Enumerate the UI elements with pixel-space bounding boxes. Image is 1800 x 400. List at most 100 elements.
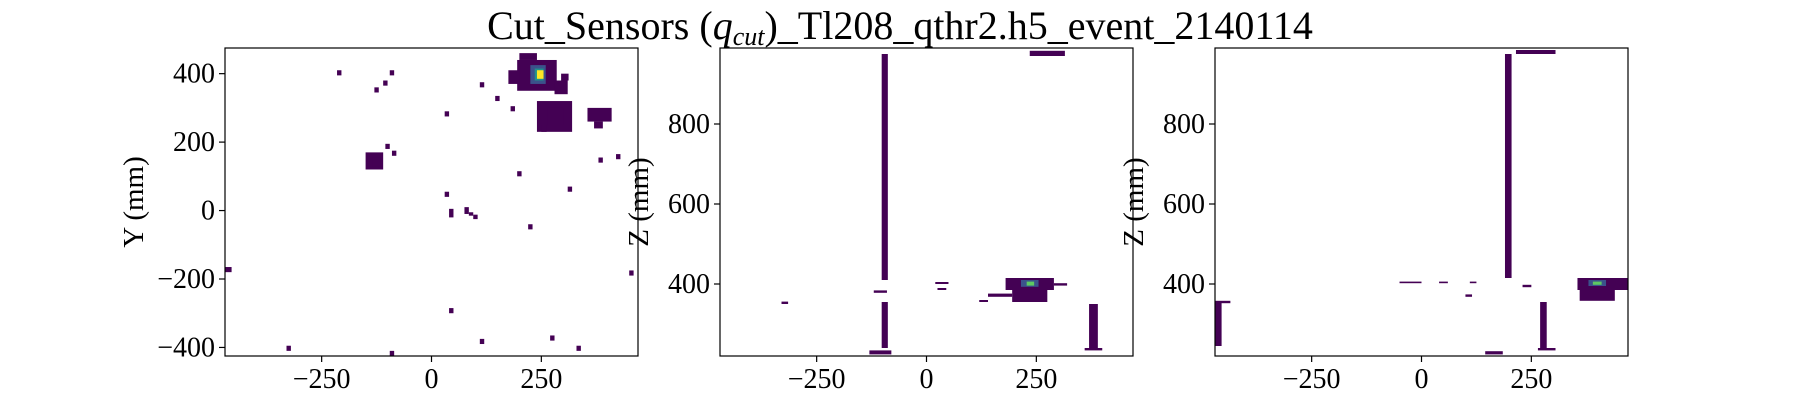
heatmap-cell — [449, 208, 454, 218]
heatmap-cell — [594, 121, 603, 129]
heatmap-cell — [1439, 281, 1448, 284]
heatmap-cell — [587, 107, 612, 122]
heatmap-cell — [881, 54, 888, 280]
heatmap-cell — [383, 80, 388, 86]
x-tick-label: 250 — [1510, 364, 1552, 395]
heatmap-cell — [1465, 294, 1473, 297]
title-suffix: )_Tl208_qthr2.h5_event_2140114 — [764, 3, 1313, 48]
heatmap-cell — [225, 267, 232, 273]
heatmap-cell — [444, 111, 450, 117]
y-tick-label: 400 — [173, 59, 215, 90]
heatmap-cell — [1504, 54, 1512, 278]
heatmap-cell — [1026, 281, 1035, 286]
heatmap-cell — [337, 70, 342, 76]
heatmap-cell — [468, 212, 474, 216]
x-tick-label: 0 — [425, 364, 439, 395]
heatmap-cell — [781, 301, 789, 304]
y-axis-label: Y (mm) — [118, 156, 150, 248]
heatmap-cell — [1215, 302, 1222, 346]
heatmap-cell — [598, 157, 603, 163]
y-tick-label: 800 — [1163, 109, 1205, 140]
x-tick-label: 250 — [520, 364, 562, 395]
x-tick-label: 250 — [1015, 364, 1057, 395]
heatmap-cell — [464, 207, 469, 214]
heatmap-cell — [1053, 283, 1068, 286]
heatmap-cell — [495, 95, 500, 102]
heatmap-cell — [554, 80, 568, 95]
panel-2: −250 0 250 400 600 800 Z (mm) — [623, 47, 1134, 395]
heatmap-cell — [286, 345, 291, 351]
heatmap-cell — [1215, 300, 1231, 304]
y-tick-label: 0 — [201, 196, 215, 227]
heatmap-cell — [372, 157, 381, 167]
heatmap-cells — [1215, 50, 1628, 355]
heatmap-cell — [449, 308, 454, 314]
heatmap-cell — [528, 224, 533, 230]
y-tick-label: 400 — [1163, 269, 1205, 300]
heatmap-cell — [536, 70, 544, 79]
x-tick-label: −250 — [788, 364, 846, 395]
y-tick-label: 200 — [173, 127, 215, 158]
heatmap-cell — [389, 350, 395, 356]
heatmap-cell — [1537, 348, 1556, 351]
heatmap-cell — [1592, 281, 1602, 285]
y-tick-label: 600 — [1163, 189, 1205, 220]
heatmap-cell — [567, 186, 573, 192]
heatmap-cell — [1540, 302, 1547, 348]
heatmap-cell — [550, 335, 555, 341]
heatmap-cell — [541, 125, 547, 132]
plot-frame — [1214, 47, 1629, 357]
heatmap-cell — [979, 300, 989, 302]
y-axis-label: Z (mm) — [1118, 157, 1150, 246]
heatmap-cell — [873, 290, 887, 293]
panel-3: −250 0 250 400 600 800 Z (mm) — [1118, 47, 1629, 395]
heatmap-cell — [519, 53, 537, 60]
heatmap-cell — [1485, 351, 1503, 355]
heatmap-cell — [444, 191, 450, 197]
heatmap-cell — [1089, 304, 1098, 348]
y-tick-label: 600 — [668, 189, 710, 220]
heatmap-cell — [881, 302, 888, 348]
heatmap-cell — [473, 214, 478, 220]
title-var: q — [712, 3, 733, 48]
heatmap-cell — [374, 87, 379, 93]
heatmap-cell — [616, 154, 621, 160]
heatmap-cell — [385, 143, 390, 149]
heatmap-cell — [547, 107, 564, 125]
heatmap-cell — [510, 106, 515, 112]
heatmap-cell — [389, 70, 395, 76]
heatmap-cell — [1579, 290, 1615, 301]
heatmap-cell — [508, 70, 520, 84]
heatmap-cell — [1084, 348, 1103, 351]
x-tick-label: 0 — [1415, 364, 1429, 395]
heatmap-cell — [479, 82, 485, 88]
y-tick-label: −200 — [157, 264, 215, 295]
figure-title: Cut_Sensors (qcut)_Tl208_qthr2.h5_event_… — [0, 4, 1800, 59]
plot-frame — [224, 47, 639, 357]
heatmap-cell — [1012, 290, 1048, 302]
heatmap-cell — [629, 270, 634, 276]
heatmap-cell — [561, 73, 569, 81]
y-tick-label: 800 — [668, 109, 710, 140]
title-sub: cut — [732, 22, 765, 51]
heatmap-cells — [225, 53, 634, 356]
y-tick-label: 400 — [668, 269, 710, 300]
x-tick-label: −250 — [1283, 364, 1341, 395]
heatmap-cell — [1399, 281, 1422, 284]
x-tick-label: −250 — [293, 364, 351, 395]
heatmap-cell — [1469, 281, 1477, 284]
heatmap-cell — [517, 171, 522, 177]
heatmap-cell — [1515, 50, 1556, 54]
heatmap-cell — [935, 282, 949, 284]
y-tick-label: −400 — [157, 332, 215, 363]
heatmap-cell — [576, 345, 581, 351]
title-prefix: Cut_Sensors ( — [487, 3, 713, 48]
heatmap-cell — [1029, 50, 1065, 56]
heatmap-cell — [479, 338, 485, 345]
heatmap-cell — [988, 293, 1013, 297]
plot-frame — [719, 47, 1134, 357]
heatmap-cell — [937, 288, 947, 290]
heatmap-cell — [391, 150, 397, 156]
heatmap-cell — [1522, 284, 1532, 288]
y-axis-label: Z (mm) — [623, 157, 655, 246]
